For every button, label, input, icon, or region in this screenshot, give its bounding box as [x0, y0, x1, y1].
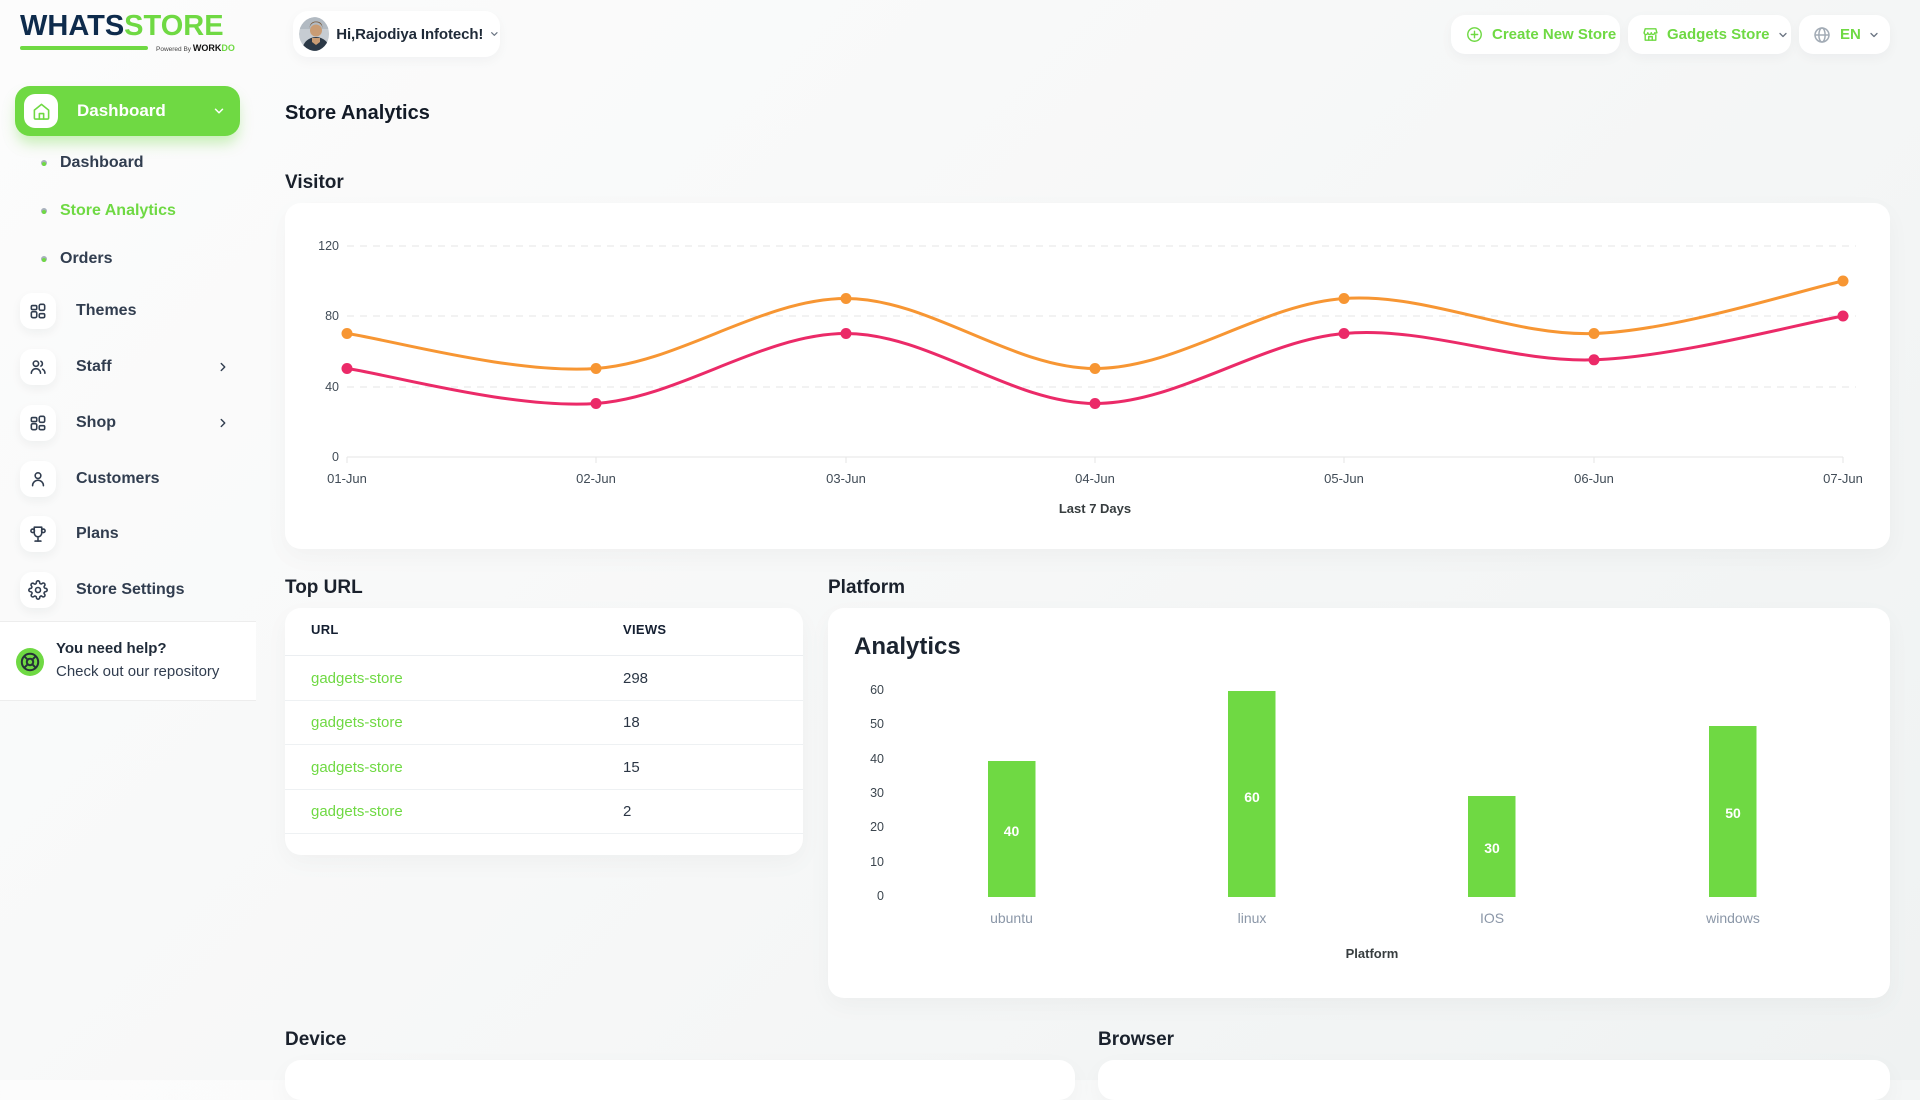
svg-text:IOS: IOS [1480, 910, 1504, 926]
svg-text:40: 40 [1004, 823, 1020, 839]
svg-text:30: 30 [1484, 840, 1500, 856]
svg-text:10: 10 [870, 855, 884, 869]
svg-text:Platform: Platform [1346, 946, 1399, 961]
svg-text:01-Jun: 01-Jun [327, 471, 367, 486]
svg-text:60: 60 [870, 683, 884, 697]
svg-text:0: 0 [332, 450, 339, 464]
svg-text:0: 0 [877, 889, 884, 903]
svg-text:04-Jun: 04-Jun [1075, 471, 1115, 486]
svg-text:40: 40 [870, 752, 884, 766]
svg-text:linux: linux [1238, 910, 1267, 926]
svg-text:03-Jun: 03-Jun [826, 471, 866, 486]
svg-text:40: 40 [325, 380, 339, 394]
svg-text:Last 7 Days: Last 7 Days [1059, 501, 1131, 516]
svg-text:120: 120 [318, 239, 339, 253]
svg-text:30: 30 [870, 786, 884, 800]
svg-text:07-Jun: 07-Jun [1823, 471, 1863, 486]
svg-text:06-Jun: 06-Jun [1574, 471, 1614, 486]
svg-text:20: 20 [870, 820, 884, 834]
svg-text:02-Jun: 02-Jun [576, 471, 616, 486]
svg-text:50: 50 [1725, 805, 1741, 821]
svg-text:50: 50 [870, 717, 884, 731]
svg-text:80: 80 [325, 309, 339, 323]
svg-text:windows: windows [1705, 910, 1760, 926]
svg-text:60: 60 [1244, 789, 1260, 805]
svg-text:05-Jun: 05-Jun [1324, 471, 1364, 486]
svg-text:ubuntu: ubuntu [990, 910, 1033, 926]
